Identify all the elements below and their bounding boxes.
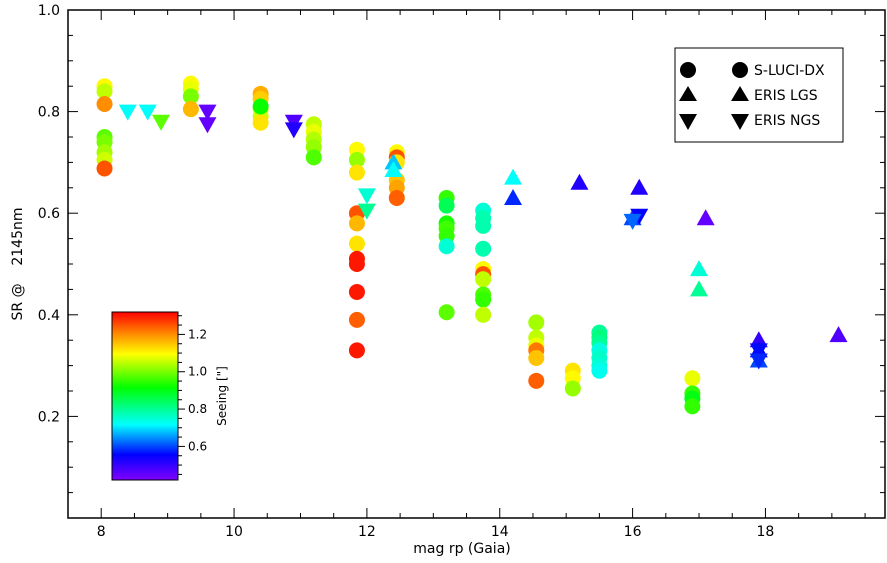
data-point-triangle-up-1 xyxy=(384,161,403,178)
data-point-circle-45 xyxy=(438,238,455,255)
data-point-triangle-up-7 xyxy=(690,260,709,277)
colorbar-tick-label: 1.0 xyxy=(188,365,207,379)
y-tick-label: 0.8 xyxy=(38,105,60,121)
x-tick-label: 14 xyxy=(491,524,509,540)
y-axis-label: SR @ 2145nm xyxy=(10,207,26,320)
data-point-circle-31 xyxy=(348,283,365,300)
data-point-circle-61 xyxy=(528,349,545,366)
data-point-triangle-down-0 xyxy=(118,104,137,121)
data-point-circle-11 xyxy=(182,101,199,118)
y-tick-label: 0.6 xyxy=(38,206,60,222)
data-point-circle-41 xyxy=(438,197,455,214)
data-point-circle-32 xyxy=(348,311,365,328)
x-axis: 8 10 12 14 16 18 xyxy=(97,10,866,540)
colorbar-label: Seeing ["] xyxy=(215,366,229,426)
data-point-circle-1 xyxy=(96,83,113,100)
data-points xyxy=(96,75,848,415)
x-tick-label: 16 xyxy=(624,524,642,540)
y-tick-label: 0.4 xyxy=(38,308,60,324)
data-point-triangle-down-4 xyxy=(198,117,217,134)
legend-triangle-down-marker-2 xyxy=(731,114,749,130)
x-axis-label: mag rp (Gaia) xyxy=(413,541,510,557)
data-point-circle-30 xyxy=(348,256,365,272)
legend-label-sluci: S-LUCI-DX xyxy=(754,63,825,79)
data-point-circle-73 xyxy=(684,370,701,387)
data-point-circle-10 xyxy=(182,88,199,105)
data-point-circle-49 xyxy=(475,217,492,234)
legend-triangle-up-marker-2 xyxy=(731,86,749,101)
y-tick-label: 1.0 xyxy=(38,3,60,19)
data-point-circle-16 xyxy=(252,114,269,131)
legend-box xyxy=(674,47,844,143)
colorbar: 0.6 0.8 1.0 1.2 Seeing ["] xyxy=(111,311,229,481)
data-point-circle-56 xyxy=(475,306,492,323)
data-point-circle-27 xyxy=(348,215,365,232)
data-point-circle-33 xyxy=(348,342,365,359)
data-point-triangle-down-10 xyxy=(623,213,642,230)
data-point-triangle-up-3 xyxy=(504,188,523,205)
data-point-circle-55 xyxy=(475,291,492,308)
data-point-triangle-up-5 xyxy=(630,178,649,195)
data-point-triangle-up-2 xyxy=(504,168,523,185)
data-point-triangle-up-13 xyxy=(829,326,848,343)
data-point-triangle-up-10 xyxy=(749,331,768,348)
colorbar-tick-label: 0.6 xyxy=(188,439,207,453)
data-point-circle-28 xyxy=(348,235,365,252)
x-tick-label: 18 xyxy=(757,524,775,540)
legend-label-eris-lgs: ERIS LGS xyxy=(754,88,818,104)
y-tick-label: 0.2 xyxy=(38,409,60,425)
data-point-circle-46 xyxy=(438,304,455,321)
colorbar-gradient xyxy=(111,311,179,481)
x-tick-label: 8 xyxy=(97,524,106,540)
data-point-circle-39 xyxy=(388,189,405,206)
data-point-circle-62 xyxy=(528,372,545,389)
data-point-triangle-up-9 xyxy=(696,209,715,226)
data-point-circle-22 xyxy=(305,149,322,166)
y-axis: 0.2 0.4 0.6 0.8 1.0 xyxy=(38,3,885,494)
legend-circle-marker-1 xyxy=(680,62,696,78)
data-point-circle-76 xyxy=(684,398,701,415)
data-point-circle-53 xyxy=(475,271,492,288)
data-point-circle-17 xyxy=(252,98,269,115)
colorbar-tick-label: 0.8 xyxy=(188,402,207,416)
legend-label-eris-ngs: ERIS NGS xyxy=(754,113,820,129)
data-point-triangle-down-7 xyxy=(357,188,376,205)
data-point-circle-65 xyxy=(564,380,581,397)
data-point-circle-24 xyxy=(348,151,365,168)
data-point-triangle-down-2 xyxy=(151,114,170,131)
x-tick-label: 10 xyxy=(225,524,243,540)
data-point-circle-25 xyxy=(348,164,365,181)
colorbar-tick-label: 1.2 xyxy=(188,327,207,341)
data-point-circle-7 xyxy=(96,160,113,177)
x-tick-label: 12 xyxy=(358,524,376,540)
data-point-triangle-up-8 xyxy=(690,280,709,297)
data-point-triangle-down-12 xyxy=(749,353,768,370)
legend: S-LUCI-DX ERIS LGS ERIS NGS xyxy=(674,47,844,143)
data-point-triangle-up-4 xyxy=(570,173,589,190)
legend-triangle-up-marker-1 xyxy=(679,86,697,101)
data-point-triangle-down-11 xyxy=(749,343,768,360)
data-point-circle-57 xyxy=(528,314,545,331)
data-point-triangle-down-8 xyxy=(357,203,376,220)
colorbar-ticks: 0.6 0.8 1.0 1.2 xyxy=(178,315,207,475)
data-point-circle-50 xyxy=(475,240,492,257)
data-point-circle-72 xyxy=(591,362,608,379)
data-point-triangle-down-1 xyxy=(138,104,157,121)
legend-circle-marker-2 xyxy=(732,62,748,78)
data-point-triangle-down-3 xyxy=(198,104,217,121)
data-point-circle-2 xyxy=(96,95,113,112)
data-point-triangle-down-6 xyxy=(284,122,303,139)
legend-triangle-down-marker-1 xyxy=(679,114,697,130)
